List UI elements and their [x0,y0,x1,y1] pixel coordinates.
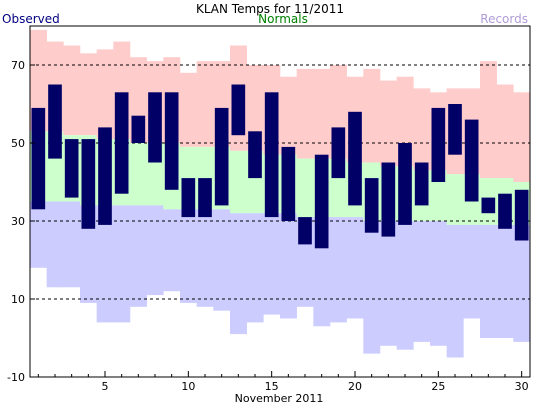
observed-bar [131,115,146,143]
y-tick-label: -10 [7,371,25,384]
observed-bar [314,154,329,249]
record-low-band [446,224,464,358]
chart-title: KLAN Temps for 11/2011 [196,2,344,16]
observed-bar [498,193,512,229]
observed-bar [64,139,79,198]
observed-bar [431,107,446,182]
normal-band [430,170,447,221]
x-tick-label: 20 [348,380,362,393]
record-high-band [363,68,381,163]
record-low-band [480,224,497,338]
observed-bar [464,119,479,202]
observed-bar [114,92,129,194]
observed-bar [264,92,279,218]
record-high-band [180,72,197,147]
plot-frame [29,25,531,378]
observed-bar [48,84,62,159]
record-high-band [296,68,314,159]
observed-bar [414,162,429,206]
record-high-band [280,76,297,155]
normal-band [296,158,314,218]
x-tick-label: 25 [431,380,445,393]
record-low-band [230,213,247,335]
normal-band [446,174,464,225]
record-low-band [146,205,164,296]
x-tick-label: 15 [265,380,279,393]
record-low-band [280,213,297,319]
record-high-band [380,80,397,167]
record-low-band [213,209,231,311]
record-low-band [513,224,531,342]
record-high-band [246,65,264,151]
observed-bar [398,143,412,225]
observed-bar [98,127,112,225]
record-high-band [413,88,431,171]
observed-bar [248,131,262,179]
observed-bar [448,104,462,155]
record-low-band [380,221,397,346]
observed-bar [331,127,346,179]
x-tick-label: 30 [515,380,529,393]
record-high-band [513,92,531,182]
observed-bar [81,139,96,229]
x-tick-label: 5 [102,380,109,393]
record-low-band [413,221,431,342]
record-low-band [363,221,381,354]
y-tick-label: 30 [11,215,25,228]
observed-bar [348,111,362,206]
record-low-band [330,217,347,323]
record-high-band [480,61,497,179]
observed-bar [381,162,396,237]
observed-bar [514,189,529,241]
record-low-band [46,201,64,288]
record-low-band [396,221,414,350]
y-tick-label: 70 [11,59,25,72]
normal-band [230,150,247,214]
observed-bar [31,107,46,210]
observed-bar [481,197,496,214]
record-high-band [63,45,81,136]
y-tick-label: 10 [11,293,25,306]
record-high-band [496,84,514,179]
record-low-band [346,217,364,319]
x-tick-label: 10 [181,380,195,393]
y-tick-label: 50 [11,137,25,150]
x-axis-label: November 2011 [235,392,324,405]
observed-bar [181,178,196,218]
observed-bar [364,178,379,233]
record-high-band [96,49,114,140]
plot-area: -10 10 30 50 70 5 10 15 20 25 30 [7,25,531,393]
record-low-band [263,213,281,315]
observed-bar [214,107,229,206]
record-low-band [80,205,97,303]
observed-bar [164,92,179,190]
observed-bar [198,178,212,218]
record-low-band [463,224,481,319]
normal-band [130,143,147,206]
record-low-band [130,205,147,307]
record-low-band [163,209,181,292]
record-low-band [196,209,214,307]
record-low-band [63,201,81,288]
record-high-band [196,61,214,147]
record-high-band [313,68,331,159]
record-low-band [430,221,447,346]
legend-records: Records [480,12,528,26]
record-low-band [180,209,197,303]
observed-bar [298,217,312,245]
record-low-band [246,213,264,323]
observed-bar [281,146,296,221]
legend-observed: Observed [2,12,60,26]
record-low-band [96,205,114,323]
observed-bar [231,84,246,136]
record-low-band [496,224,514,338]
record-low-band [30,201,47,268]
legend-normals: Normals [258,12,308,26]
record-high-band [30,29,47,132]
record-high-band [80,53,97,136]
record-low-band [113,205,131,323]
observed-bar [148,92,162,163]
